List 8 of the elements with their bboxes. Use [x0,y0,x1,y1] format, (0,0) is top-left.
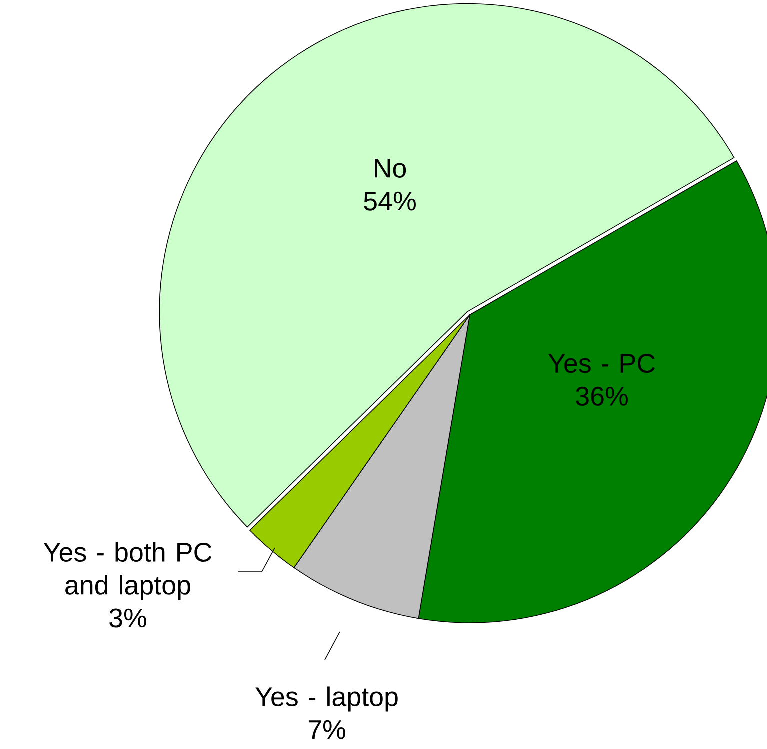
slice-label: Yes - laptop [256,686,398,712]
slice-label: Yes - both PC and laptop [44,542,212,600]
data-label: 54% [364,192,416,211]
slice-label: Yes - PC [548,354,656,374]
slice-label: No [375,159,406,178]
data-label: 7% [308,720,346,740]
data-label: 36% [576,386,628,406]
data-label: 3% [110,608,146,628]
